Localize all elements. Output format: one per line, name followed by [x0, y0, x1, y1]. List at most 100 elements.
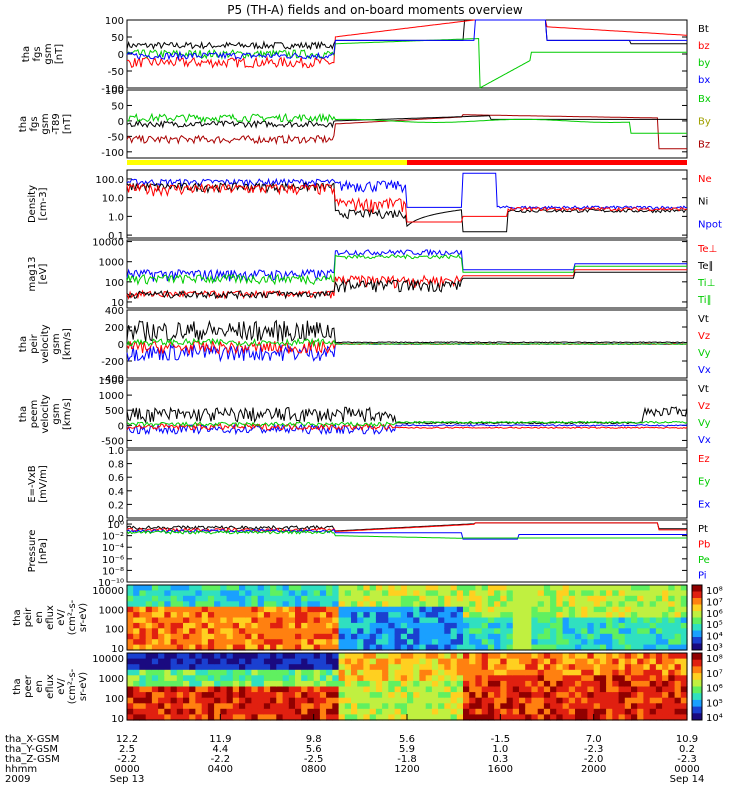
- spectrogram-cell: [295, 628, 302, 635]
- spectrogram-cell: [649, 664, 657, 671]
- series-line-Bx: [126, 114, 687, 150]
- spectrogram-cell: [232, 595, 240, 602]
- spectrogram-cell: [214, 612, 221, 619]
- spectrogram-cell: [201, 601, 209, 608]
- spectrogram-cell: [550, 697, 557, 704]
- spectrogram-cell: [655, 703, 663, 710]
- spectrogram-cell: [531, 622, 539, 629]
- spectrogram-cell: [201, 633, 209, 640]
- y-axis-label: eflux: [45, 674, 56, 699]
- spectrogram-cell: [307, 622, 315, 629]
- spectrogram-cell: [556, 585, 564, 591]
- series-line-Ti⊥: [126, 269, 687, 301]
- spectrogram-cell: [624, 686, 632, 693]
- spectrogram-cell: [214, 680, 221, 688]
- spectrogram-cell: [568, 595, 576, 602]
- spectrogram-cell: [668, 714, 676, 721]
- spectrogram-cell: [189, 612, 196, 619]
- spectrogram-cell: [133, 658, 140, 665]
- spectrogram-cell: [139, 644, 147, 651]
- x-axis-row-label: tha_X-GSM: [5, 734, 59, 745]
- spectrogram-cell: [158, 639, 165, 646]
- spectrogram-cell: [419, 601, 427, 608]
- colorbar-tick-label: 10⁷: [706, 597, 723, 608]
- spectrogram-cell: [351, 653, 358, 660]
- spectrogram-cell: [382, 680, 389, 688]
- spectrogram-cell: [232, 697, 240, 704]
- spectrogram-cell: [232, 680, 240, 688]
- spectrogram-cell: [307, 686, 315, 693]
- spectrogram-cell: [637, 590, 644, 597]
- spectrogram-cell: [655, 697, 663, 704]
- spectrogram-cell: [568, 633, 576, 640]
- spectrogram-cell: [587, 639, 595, 646]
- spectrogram-cell: [226, 617, 234, 624]
- spectrogram-cell: [618, 606, 626, 613]
- spectrogram-cell: [276, 639, 284, 646]
- spectrogram-cell: [562, 692, 570, 699]
- spectrogram-cell: [506, 664, 514, 671]
- spectrogram-cell: [463, 601, 470, 608]
- spectrogram-cell: [593, 601, 601, 608]
- spectrogram-cell: [251, 601, 259, 608]
- spectrogram-cell: [263, 644, 271, 651]
- spectrogram-cell: [537, 617, 545, 624]
- spectrogram-cell: [313, 703, 321, 710]
- spectrogram-cell: [400, 622, 408, 629]
- spectrogram-cell: [338, 664, 346, 671]
- spectrogram-cell: [388, 601, 396, 608]
- spectrogram-cell: [637, 628, 644, 635]
- spectrogram-cell: [270, 612, 277, 619]
- spectrogram-cell: [680, 601, 688, 608]
- spectrogram-cell: [295, 633, 302, 640]
- spectrogram-cell: [494, 692, 501, 699]
- spectrogram-cell: [581, 601, 588, 608]
- spectrogram-cell: [425, 585, 433, 591]
- spectrogram-cell: [257, 633, 265, 640]
- spectrogram-cell: [500, 714, 508, 721]
- spectrogram-cell: [550, 617, 557, 624]
- spectrogram-cell: [375, 675, 383, 682]
- spectrogram-cell: [319, 622, 327, 629]
- spectrogram-cell: [481, 628, 489, 635]
- spectrogram-cell: [637, 703, 644, 710]
- spectrogram-cell: [475, 692, 483, 699]
- y-axis-label: eflux: [45, 605, 56, 630]
- spectrogram-cell: [593, 644, 601, 651]
- spectrogram-cell: [214, 617, 221, 624]
- spectrogram-cell: [649, 585, 657, 591]
- spectrogram-cell: [655, 622, 663, 629]
- spectrogram-cell: [568, 617, 576, 624]
- spectrogram-cell: [183, 639, 190, 646]
- spectrogram-cell: [388, 633, 396, 640]
- spectrogram-cell: [431, 612, 439, 619]
- spectrogram-cell: [382, 590, 389, 597]
- y-axis-label: tha: [12, 609, 23, 625]
- spectrogram-cell: [195, 714, 203, 721]
- spectrogram-cell: [649, 590, 657, 597]
- spectrogram-cell: [637, 644, 644, 651]
- spectrogram-cell: [481, 622, 489, 629]
- spectrogram-cell: [170, 639, 178, 646]
- y-tick-label: 10000: [92, 654, 124, 665]
- spectrogram-cell: [581, 633, 588, 640]
- spectrogram-cell: [276, 606, 284, 613]
- spectrogram-cell: [257, 675, 265, 682]
- legend-entry: Vz: [698, 401, 710, 412]
- spectrogram-cell: [643, 653, 651, 660]
- colorbar-tick-label: 10⁴: [706, 713, 723, 724]
- spectrogram-cell: [425, 595, 433, 602]
- spectrogram-cell: [189, 669, 196, 676]
- spectrogram-cell: [469, 606, 476, 613]
- spectrogram-cell: [593, 628, 601, 635]
- spectrogram-cell: [463, 708, 470, 715]
- spectrogram-cell: [158, 633, 165, 640]
- spectrogram-cell: [394, 633, 402, 640]
- spectrogram-cell: [363, 703, 371, 710]
- spectrogram-cell: [512, 680, 520, 688]
- spectrogram-cell: [338, 669, 346, 676]
- spectrogram-cell: [189, 617, 196, 624]
- spectrogram-cell: [456, 617, 464, 624]
- spectrogram-cell: [133, 653, 140, 660]
- spectrogram-cell: [319, 639, 327, 646]
